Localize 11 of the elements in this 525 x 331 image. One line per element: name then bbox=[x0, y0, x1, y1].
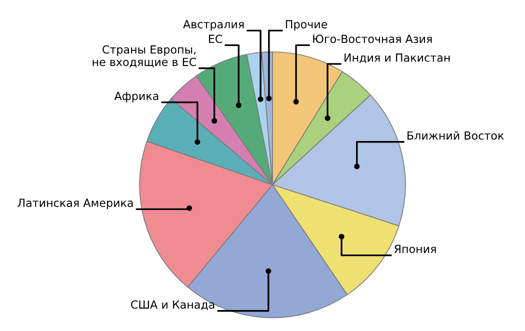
slice-label: Страны Европы, не входящие в ЕС bbox=[92, 45, 196, 68]
slice-label: Прочие bbox=[286, 20, 328, 31]
slice-label: Ближний Восток bbox=[408, 131, 504, 140]
slice-label: США и Канада bbox=[131, 300, 214, 310]
slice-label: Япония bbox=[394, 244, 436, 254]
slice-label: Юго-Восточная Азия bbox=[313, 34, 432, 44]
slice-label: Африка bbox=[114, 92, 158, 102]
slice-label: Латинская Америка bbox=[18, 198, 133, 210]
slice-label: Австралия bbox=[183, 20, 244, 31]
slice-label: ЕС bbox=[209, 34, 222, 44]
slice-label: Индия и Пакистан bbox=[344, 54, 450, 64]
